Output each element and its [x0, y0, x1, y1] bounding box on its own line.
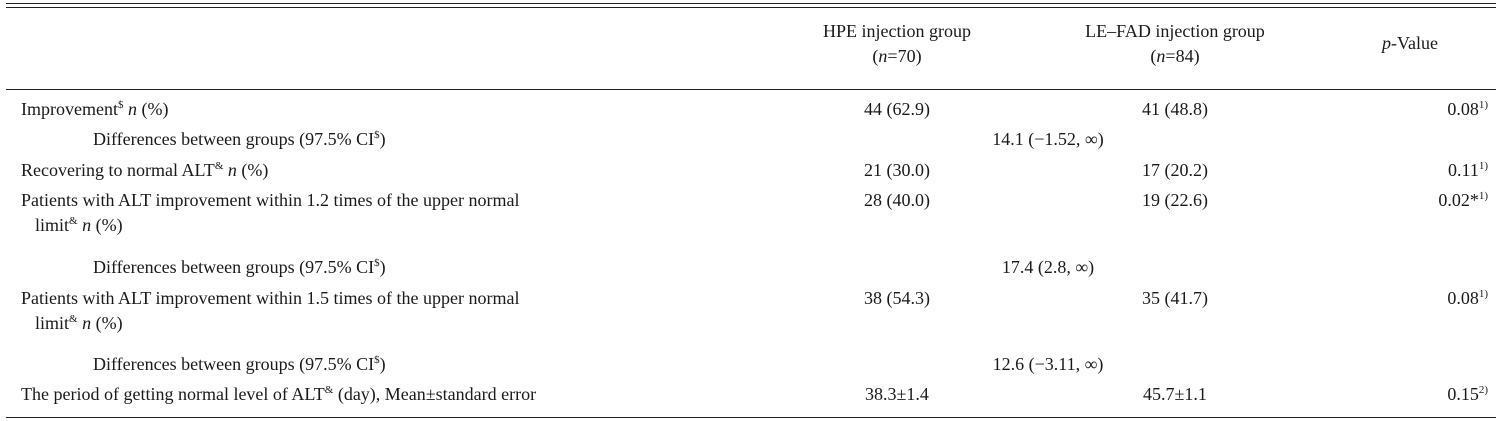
- row-label: Patients with ALT improvement within 1.5…: [21, 286, 741, 336]
- cell-p-value: 0.08: [1447, 99, 1479, 119]
- cell-le: 17 (20.2): [1142, 160, 1208, 180]
- cell-p-sup: 1): [1478, 160, 1488, 172]
- row-label: Patients with ALT improvement within 1.2…: [21, 188, 741, 238]
- row-label: Recovering to normal ALT& n (%): [21, 158, 268, 183]
- cell-p-sup: 2): [1478, 384, 1488, 396]
- cell-p: 0.081): [1447, 286, 1488, 311]
- row-label-sup: &: [69, 313, 78, 325]
- row-label-line2: limit& n (%): [21, 311, 741, 336]
- row-label-n: n: [127, 99, 137, 119]
- row-label-tail: ): [379, 257, 386, 277]
- header-hpe-n-italic: n: [878, 46, 888, 66]
- cell-p: 0.111): [1448, 158, 1488, 183]
- cell-p-sup: 1): [1478, 190, 1488, 202]
- row-label-sup: $: [374, 257, 380, 269]
- cell-p-value: 0.11: [1447, 160, 1479, 180]
- cell-p-value: 0.02*: [1438, 190, 1479, 210]
- row-label-text: Improvement: [21, 99, 118, 119]
- row-label-tail: ): [379, 354, 386, 374]
- header-hpe-group: HPE injection group (n=70): [767, 19, 1027, 69]
- header-le-n-suffix: =84): [1165, 46, 1200, 66]
- header-hpe-n-suffix: =70): [887, 46, 922, 66]
- top-rule-double: [6, 7, 1496, 8]
- header-le-n-prefix: (: [1150, 46, 1157, 66]
- header-p-value: p-Value: [1330, 31, 1490, 56]
- header-p-italic: p: [1382, 33, 1391, 53]
- cell-le: 35 (41.7): [1142, 288, 1208, 308]
- row-label-line2-text: limit: [35, 215, 70, 235]
- row-label-tail: ): [379, 129, 386, 149]
- row-label-tail: (%): [91, 215, 123, 235]
- row-label-tail: (%): [236, 160, 269, 180]
- cell-hpe: 21 (30.0): [864, 160, 930, 180]
- row-label: Improvement$ n (%): [21, 97, 168, 122]
- cell-difference: 14.1 (−1.52, ∞): [992, 129, 1104, 149]
- row-label-text: Differences between groups (97.5% CI: [93, 354, 375, 374]
- row-label-text: Differences between groups (97.5% CI: [93, 257, 375, 277]
- top-rule: [6, 3, 1496, 4]
- row-label-n: n: [82, 215, 92, 235]
- row-label-n: n: [82, 313, 92, 333]
- cell-p-value: 0.15: [1447, 384, 1479, 404]
- row-label-line2-text: limit: [35, 313, 70, 333]
- header-le-group: LE–FAD injection group (n=84): [1020, 19, 1330, 69]
- cell-p-value: 0.08: [1447, 288, 1479, 308]
- cell-difference: 17.4 (2.8, ∞): [1001, 257, 1095, 277]
- row-label-text: Differences between groups (97.5% CI: [93, 129, 375, 149]
- row-label-text: Recovering to normal ALT: [21, 160, 215, 180]
- bottom-rule: [6, 417, 1496, 418]
- cell-hpe: 38 (54.3): [864, 288, 930, 308]
- cell-le: 41 (48.8): [1142, 99, 1208, 119]
- header-hpe-n-prefix: (: [872, 46, 879, 66]
- cell-hpe: 38.3±1.4: [865, 384, 929, 404]
- row-label-text: Patients with ALT improvement within 1.2…: [21, 190, 520, 210]
- row-label-n: n: [227, 160, 237, 180]
- cell-le: 45.7±1.1: [1143, 384, 1207, 404]
- row-label-tail: (day), Mean±standard error: [333, 384, 537, 404]
- header-le-group-label: LE–FAD injection group: [1085, 21, 1265, 41]
- header-hpe-group-label: HPE injection group: [823, 21, 971, 41]
- cell-hpe: 28 (40.0): [864, 190, 930, 210]
- header-rule: [6, 89, 1496, 90]
- row-label-text: The period of getting normal level of AL…: [21, 384, 325, 404]
- cell-difference: 12.6 (−3.11, ∞): [992, 354, 1104, 374]
- row-label-line2: limit& n (%): [21, 213, 741, 238]
- row-label-text: Patients with ALT improvement within 1.5…: [21, 288, 520, 308]
- row-label: Differences between groups (97.5% CI$): [93, 127, 386, 152]
- row-label: Differences between groups (97.5% CI$): [93, 352, 386, 377]
- cell-p: 0.152): [1447, 382, 1488, 407]
- row-label: Differences between groups (97.5% CI$): [93, 255, 386, 280]
- cell-p: 0.081): [1447, 97, 1488, 122]
- row-label-sup: $: [117, 99, 124, 111]
- row-label-sup: &: [69, 215, 78, 227]
- header-le-n: (n=84): [1150, 46, 1199, 66]
- row-label-sup: &: [214, 160, 224, 172]
- header-p-rest: -Value: [1391, 33, 1438, 53]
- cell-p-sup: 1): [1478, 99, 1488, 111]
- cell-le: 19 (22.6): [1142, 190, 1208, 210]
- header-le-n-italic: n: [1156, 46, 1166, 66]
- row-label-tail: (%): [91, 313, 123, 333]
- header-hpe-n: (n=70): [872, 46, 921, 66]
- row-label-sup: $: [374, 129, 380, 141]
- row-label-tail: (%): [136, 99, 169, 119]
- row-label: The period of getting normal level of AL…: [21, 382, 536, 407]
- row-label-sup: $: [374, 354, 380, 366]
- cell-p: 0.02*1): [1438, 188, 1488, 213]
- cell-p-sup: 1): [1478, 288, 1488, 300]
- row-label-sup: &: [324, 384, 334, 396]
- cell-hpe: 44 (62.9): [864, 99, 930, 119]
